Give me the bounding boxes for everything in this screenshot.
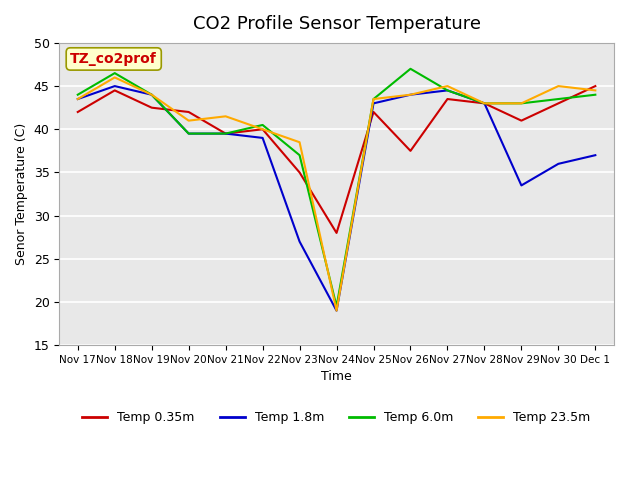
Title: CO2 Profile Sensor Temperature: CO2 Profile Sensor Temperature — [193, 15, 481, 33]
Legend: Temp 0.35m, Temp 1.8m, Temp 6.0m, Temp 23.5m: Temp 0.35m, Temp 1.8m, Temp 6.0m, Temp 2… — [77, 406, 596, 429]
Y-axis label: Senor Temperature (C): Senor Temperature (C) — [15, 123, 28, 265]
X-axis label: Time: Time — [321, 371, 352, 384]
Text: TZ_co2prof: TZ_co2prof — [70, 52, 157, 66]
